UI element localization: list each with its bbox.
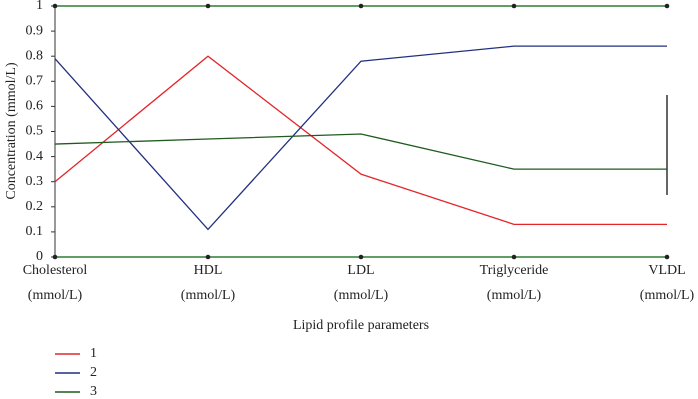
y-tick-label: 0.2 [26,199,44,214]
x-axis-label: Lipid profile parameters [293,318,429,333]
frame-dot [511,3,517,9]
x-tick-label: HDL [194,263,223,278]
y-tick-label: 0.5 [26,124,44,139]
frame-dot [205,3,211,9]
x-tick-label: (mmol/L) [640,288,695,303]
y-tick-label: 0.3 [26,174,44,189]
x-tick-label: (mmol/L) [28,288,83,303]
x-tick-label: VLDL [648,263,685,278]
frame-dot [664,254,670,260]
y-tick-label: 0.9 [26,23,44,38]
x-tick-label: LDL [347,263,374,278]
y-tick-label: 0.7 [26,74,44,89]
x-tick-label: (mmol/L) [334,288,389,303]
y-tick-label: 0.6 [26,99,44,114]
legend-label: 2 [90,365,97,380]
frame-dot [664,3,670,9]
frame-dot [358,3,364,9]
x-tick-label: (mmol/L) [487,288,542,303]
y-tick-label: 1 [36,0,43,13]
series-line [54,45,667,231]
frame-dot [511,254,517,260]
frame-dot [205,254,211,260]
frame-dot [52,254,58,260]
x-tick-label: (mmol/L) [181,288,236,303]
frame-dot [358,254,364,260]
y-tick-label: 0.1 [26,224,44,239]
series-line [54,133,667,170]
legend-label: 1 [90,346,97,361]
y-tick-label: 0 [36,249,43,264]
x-tick-label: Cholesterol [23,263,88,278]
frame-dot [52,3,58,9]
x-tick-label: Triglyceride [480,263,549,278]
y-axis-label: Concentration (mmol/L) [4,62,19,200]
series-line [54,55,667,226]
legend-label: 3 [90,384,97,399]
y-tick-label: 0.8 [26,48,44,63]
y-tick-label: 0.4 [26,149,44,164]
